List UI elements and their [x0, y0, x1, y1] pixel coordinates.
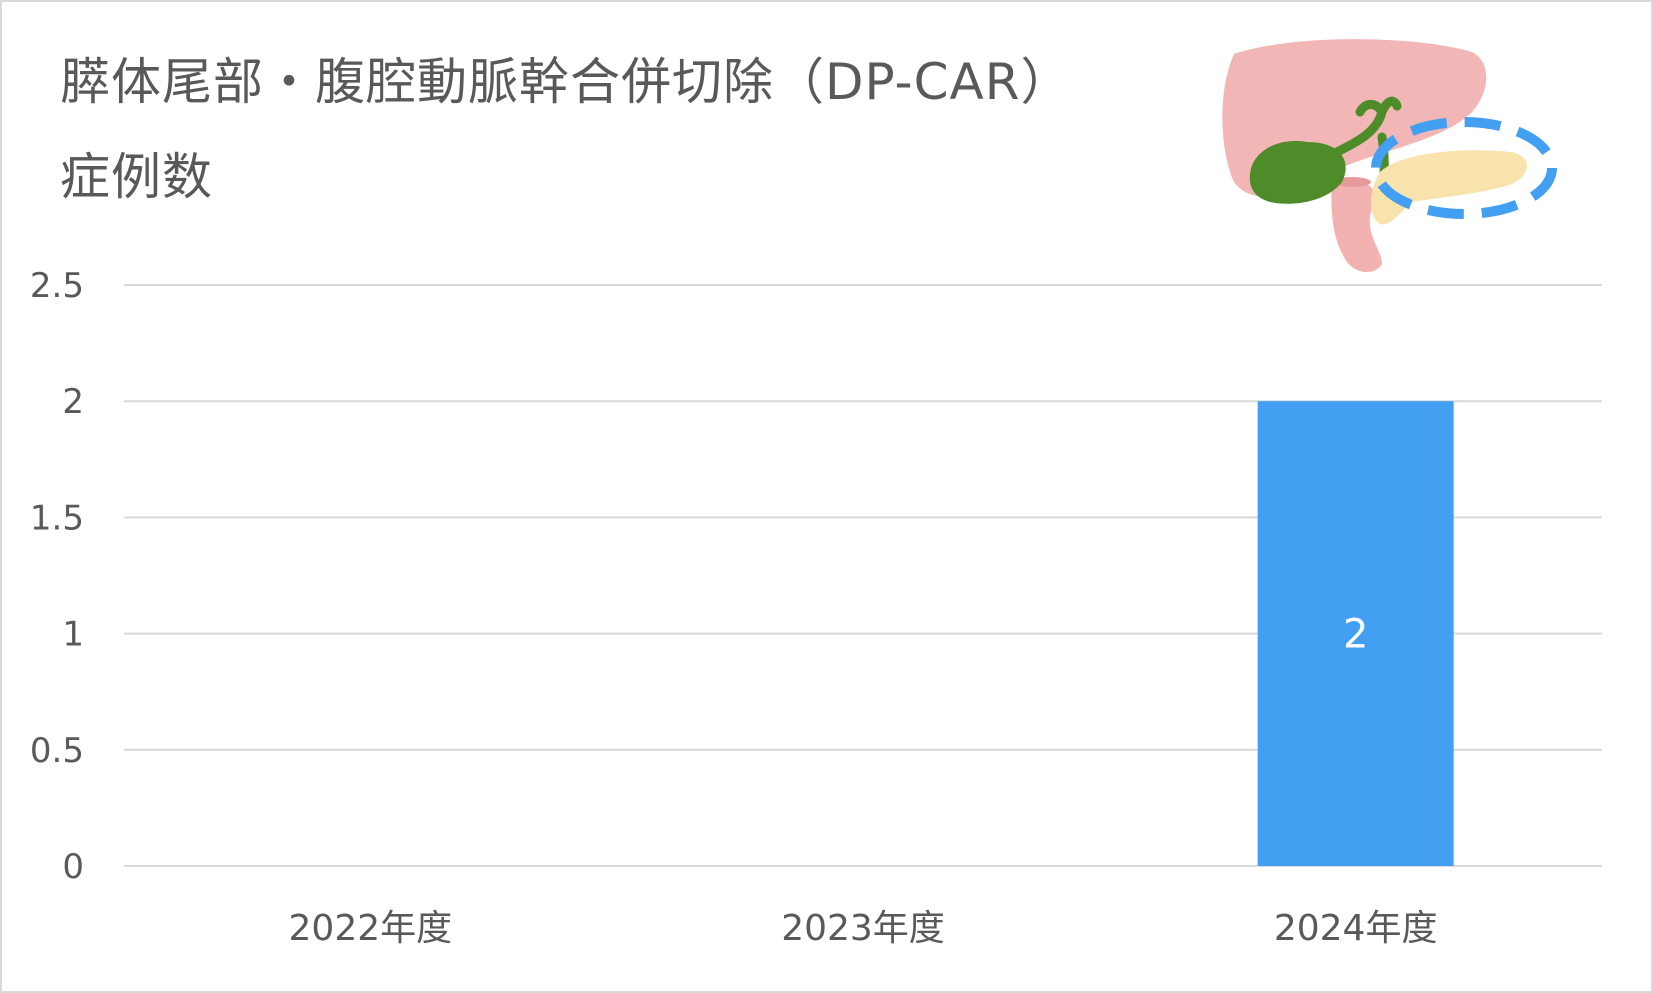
- y-tick-label: 2: [62, 382, 84, 422]
- y-tick-label: 1: [62, 615, 84, 655]
- x-tick-label: 2023年度: [781, 908, 945, 949]
- x-tick-label: 2022年度: [289, 908, 453, 949]
- x-tick-label: 2024年度: [1274, 908, 1438, 949]
- x-axis-tick-labels: 2022年度 2023年度 2024年度: [289, 908, 1438, 949]
- y-tick-label: 0.5: [30, 731, 84, 771]
- chart-title: 膵体尾部・腹腔動脈幹合併切除（DP-CAR）: [60, 53, 1072, 111]
- chart-subtitle: 症例数: [60, 148, 213, 206]
- y-tick-label: 1.5: [30, 498, 84, 538]
- y-tick-label: 2.5: [30, 266, 84, 306]
- y-axis-tick-labels: 0 0.5 1 1.5 2 2.5: [30, 266, 84, 887]
- bars: 2: [1257, 401, 1454, 866]
- y-tick-label: 0: [62, 847, 84, 887]
- data-label: 2: [1343, 612, 1368, 658]
- bar: [1257, 401, 1454, 866]
- pancreas-illustration-icon: [1222, 39, 1557, 273]
